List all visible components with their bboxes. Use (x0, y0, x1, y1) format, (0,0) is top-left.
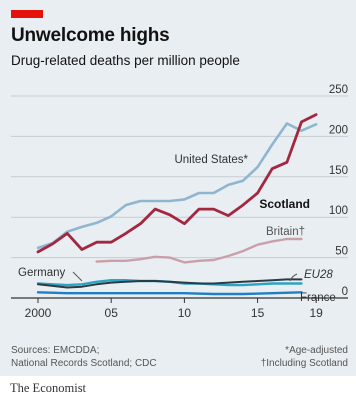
series-labels: United States* Scotland Britain† Germany… (18, 154, 336, 304)
label-germany: Germany (18, 267, 66, 279)
y-tick-label: 150 (329, 165, 348, 177)
y-tick-label: 50 (335, 246, 348, 258)
label-united-states: United States* (174, 154, 248, 166)
footnote-including-scotland: †Including Scotland (260, 358, 348, 369)
red-accent-bar (11, 10, 43, 18)
x-tick-label: 2000 (25, 306, 52, 320)
x-tick-label: 10 (178, 306, 192, 320)
label-leaders (72, 271, 298, 282)
y-axis-ticks: 0 50 100 150 200 250 (329, 84, 348, 298)
series-lines (36, 113, 318, 296)
y-tick-label: 0 (342, 286, 348, 298)
grid-lines (11, 95, 348, 299)
series-line-britain (95, 237, 303, 264)
footnotes: *Age-adjusted †Including Scotland (261, 344, 348, 370)
series-line-scotland (36, 113, 318, 254)
chart-card: Unwelcome highs Drug-related deaths per … (0, 0, 356, 376)
economist-wordmark: The Economist (10, 381, 87, 395)
x-axis-ticks: 2000 05 10 15 19 (25, 298, 323, 320)
label-eu28: EU28 (304, 269, 333, 281)
label-britain: Britain† (266, 226, 305, 238)
chart-title: Unwelcome highs (11, 25, 170, 46)
source-line-1: Sources: EMCDDA; (11, 345, 100, 356)
eu28-leader-line (289, 273, 298, 282)
x-tick-label: 05 (105, 306, 119, 320)
series-line-france (36, 291, 303, 296)
line-chart: 0 50 100 150 200 250 2000 05 10 15 19 United Stat… (11, 84, 348, 320)
source-note: Sources: EMCDDA; National Records Scotla… (11, 344, 157, 370)
chart-subtitle: Drug-related deaths per million people (11, 53, 240, 68)
x-tick-label: 19 (309, 306, 323, 320)
series-line-united-states (36, 122, 318, 250)
y-tick-label: 100 (329, 205, 348, 217)
series-line-eu28 (37, 278, 303, 289)
label-france: France (300, 292, 336, 304)
label-scotland: Scotland (259, 197, 310, 211)
source-line-2: National Records Scotland; CDC (11, 358, 157, 369)
y-tick-label: 200 (329, 124, 348, 136)
germany-leader-line (72, 271, 83, 282)
footnote-age-adjusted: *Age-adjusted (285, 345, 348, 356)
y-tick-label: 250 (329, 84, 348, 96)
x-tick-label: 15 (251, 306, 265, 320)
